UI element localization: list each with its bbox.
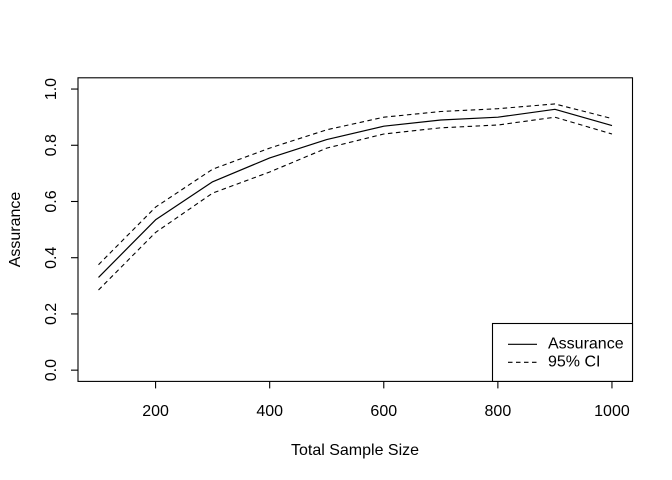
y-tick-label: 0.0 (43, 359, 60, 381)
95-ci-upper-line (98, 103, 613, 266)
x-axis-label: Total Sample Size (291, 442, 419, 459)
95-ci-lower-line (98, 116, 613, 291)
x-tick-label: 800 (485, 403, 512, 420)
y-axis-label: Assurance (7, 192, 24, 268)
x-tick-label: 400 (256, 403, 283, 420)
plot-box (77, 77, 634, 382)
legend: Assurance 95% CI (491, 322, 634, 382)
legend-label-ci: 95% CI (548, 354, 600, 371)
y-tick-label: 0.2 (43, 303, 60, 325)
y-tick-label: 0.8 (43, 134, 60, 156)
assurance-line (98, 108, 613, 278)
y-tick-label: 1.0 (43, 78, 60, 100)
x-tick-label: 200 (142, 403, 169, 420)
legend-box (491, 322, 634, 382)
y-tick-label: 0.4 (43, 246, 60, 268)
legend-label-assurance: Assurance (548, 336, 624, 353)
x-tick-label: 600 (370, 403, 397, 420)
axis-ticks: 200 400 600 800 1000 0.0 0.2 0.4 0.6 0.8 1.0 (43, 78, 630, 420)
y-tick-label: 0.6 (43, 190, 60, 212)
data-series (98, 103, 613, 291)
x-tick-label: 1000 (594, 403, 630, 420)
